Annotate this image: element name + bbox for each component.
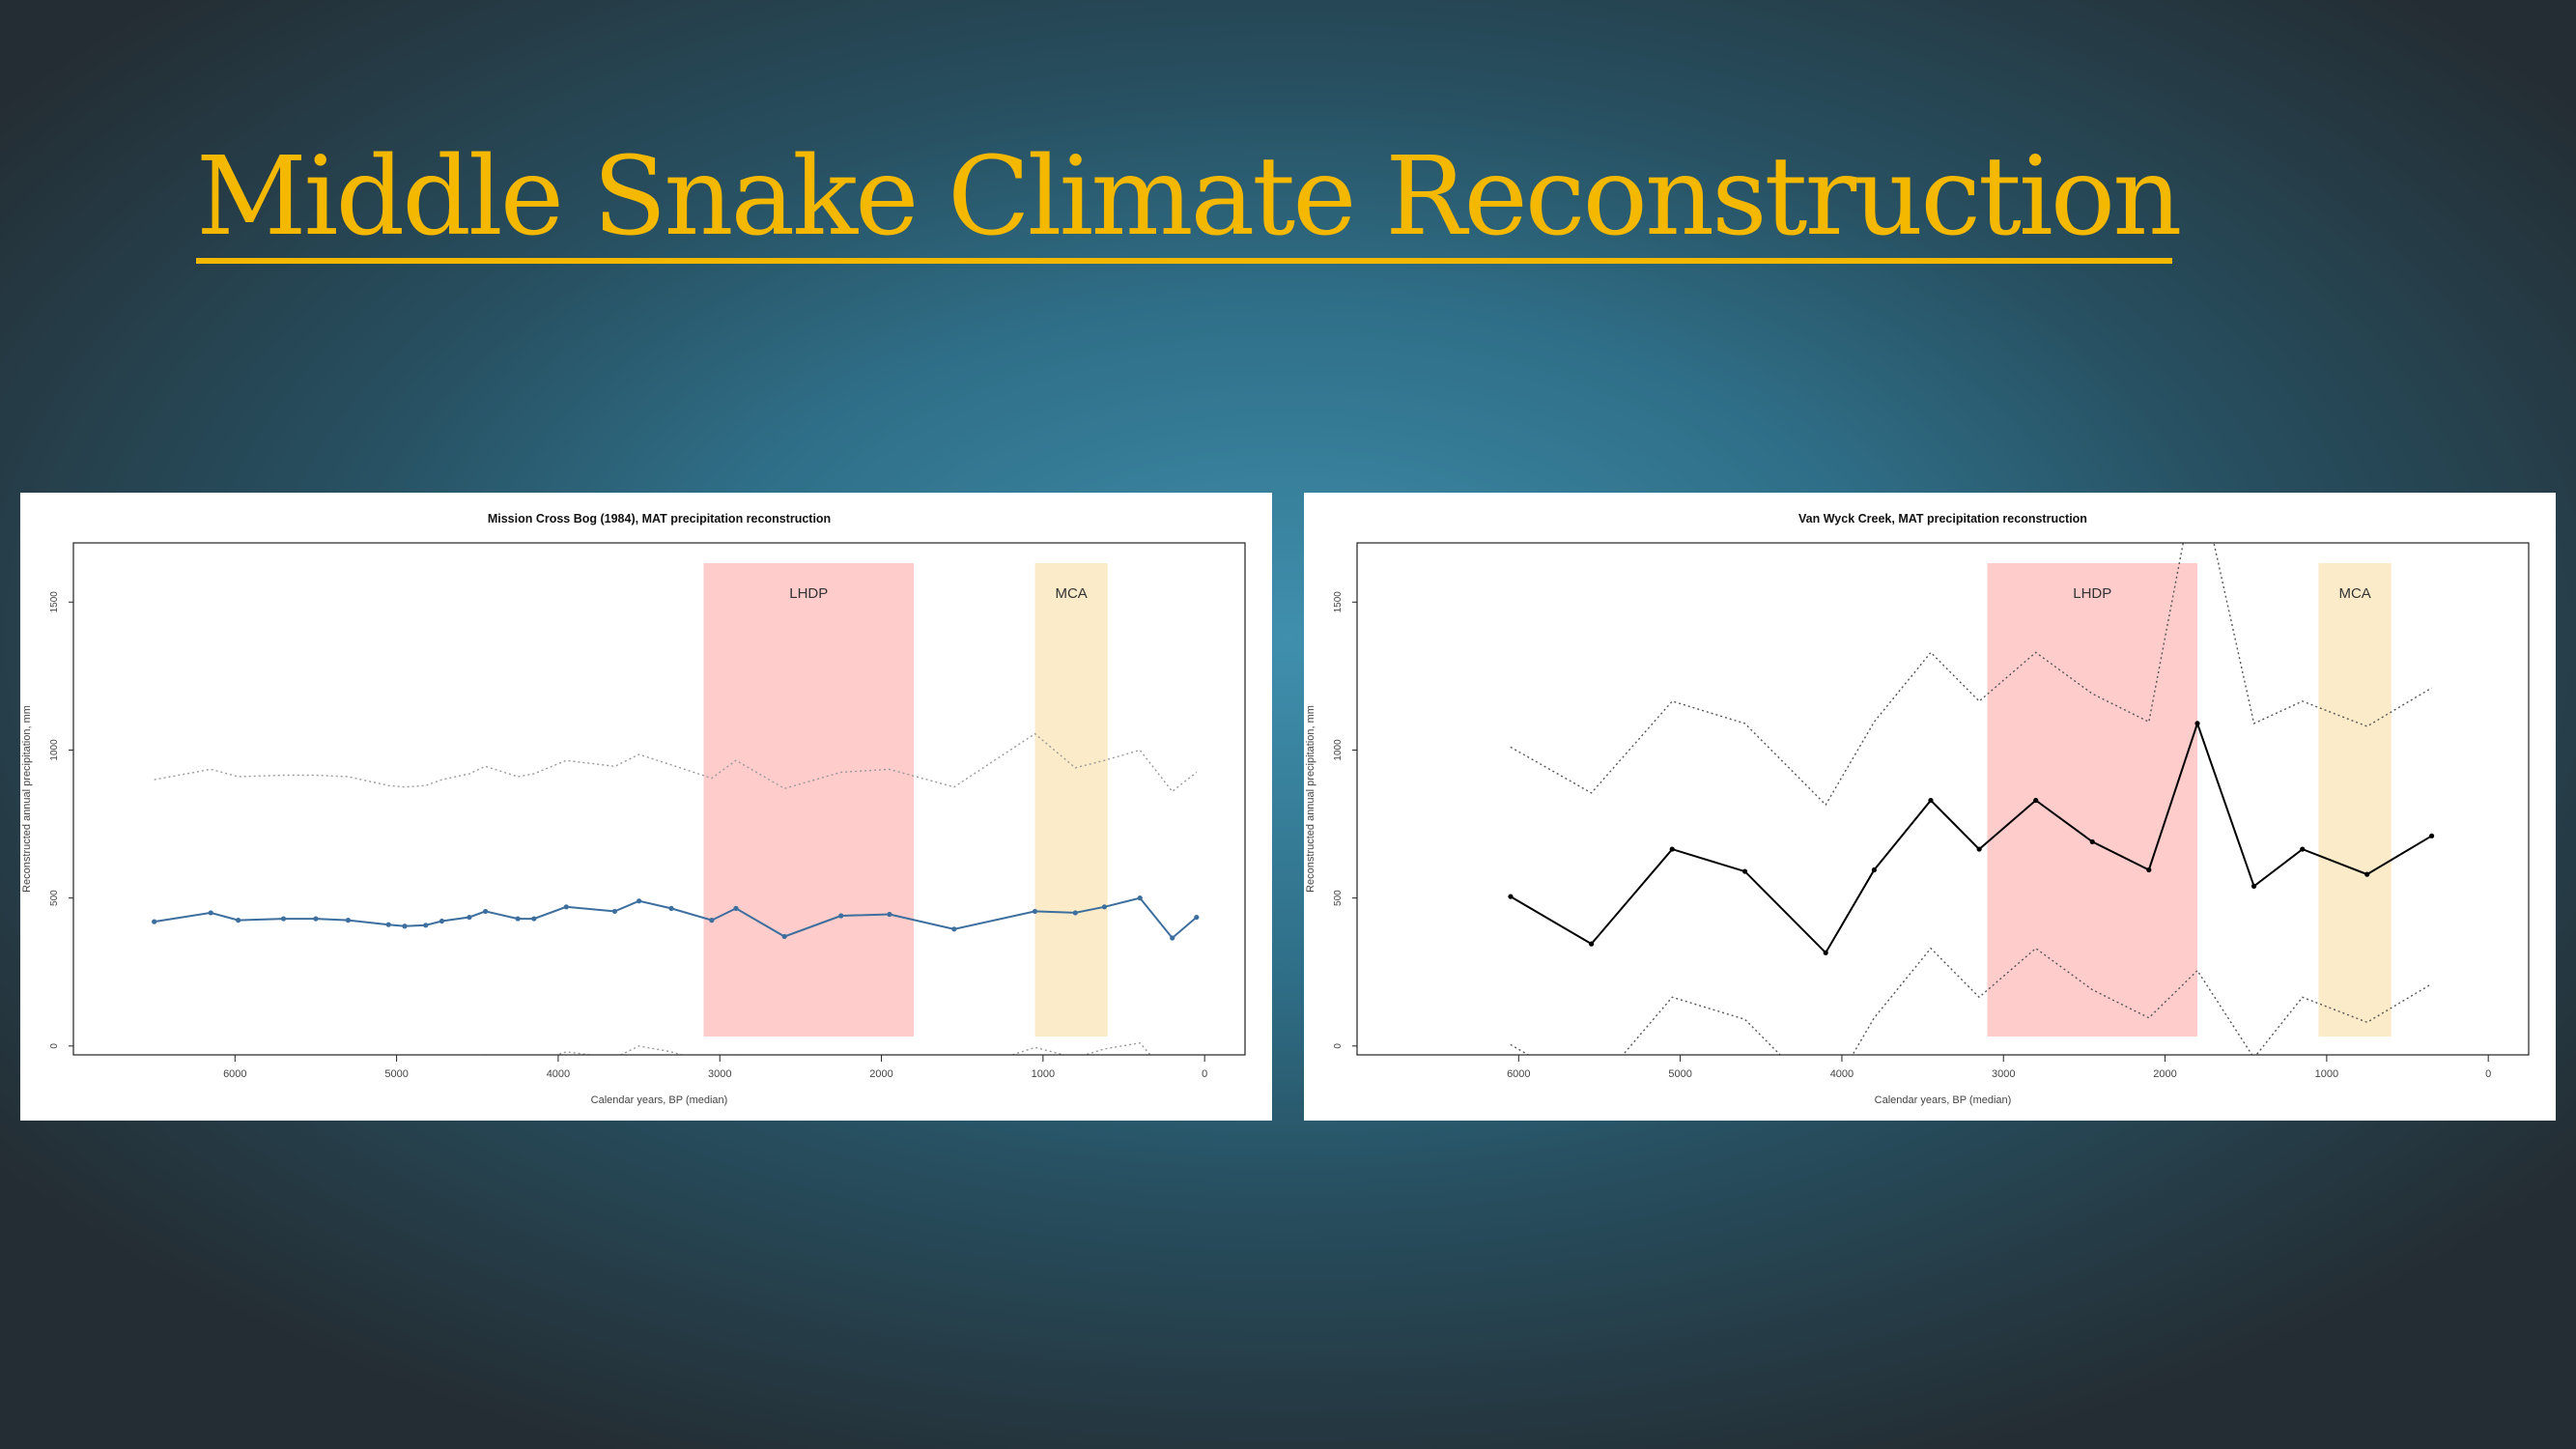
x-tick-label: 5000	[384, 1068, 408, 1080]
series-line-lower-bound	[1510, 947, 2432, 1055]
data-point	[2429, 833, 2435, 838]
data-point	[563, 904, 569, 910]
x-tick-label: 3000	[708, 1068, 731, 1080]
data-point	[887, 911, 892, 918]
data-point	[2300, 846, 2306, 852]
data-point	[1101, 904, 1108, 910]
data-point	[2194, 721, 2200, 726]
data-point	[1137, 895, 1143, 901]
plot-frame	[72, 542, 1246, 1056]
data-point	[636, 898, 642, 904]
data-point	[1976, 846, 1982, 852]
chart-van-wyck-creek: LHDP MCA 6000 5000 4000 3000 2000 1000 0 0 500 1000…	[1305, 512, 2530, 1106]
series-line-estimate	[1510, 720, 2433, 954]
y-tick-label: 1000	[49, 739, 60, 761]
data-point	[423, 923, 429, 928]
x-tick-label: 6000	[223, 1068, 246, 1080]
y-tick-label: 500	[1333, 890, 1344, 906]
shaded-period-lhdp	[703, 563, 915, 1037]
x-tick-label: 0	[1202, 1068, 1207, 1080]
data-point	[709, 918, 715, 923]
x-tick-label: 4000	[1830, 1068, 1854, 1080]
data-point	[838, 913, 844, 919]
data-point	[2250, 883, 2257, 889]
data-point	[385, 922, 391, 927]
data-point	[781, 933, 787, 940]
chart-panel-van-wyck-creek: LHDP MCA 6000 5000 4000 3000 2000 1000 0 0 500 1000…	[1304, 493, 2556, 1121]
chart-panel-mission-cross-bog: LHDP MCA 6000 5000 4000 3000 2000 1000 0 0 500 1000…	[20, 493, 1272, 1121]
series-line-estimate	[154, 896, 1198, 940]
data-point	[1170, 935, 1175, 941]
y-axis-label: Reconstructed annual precipitation, mm	[1305, 705, 1316, 893]
y-tick-label: 1500	[49, 591, 60, 613]
x-tick-label: 3000	[1992, 1068, 2015, 1080]
y-axis-label: Reconstructed annual precipitation, mm	[21, 705, 33, 893]
y-tick-label: 0	[49, 1043, 60, 1049]
data-point	[402, 923, 408, 929]
data-point	[1871, 867, 1877, 873]
plot-frame	[1356, 542, 2530, 1056]
x-axis-label: Calendar years, BP (median)	[591, 1094, 728, 1106]
data-point	[208, 910, 213, 916]
data-point	[1928, 797, 1934, 804]
data-point	[668, 905, 674, 911]
data-point	[467, 914, 472, 921]
data-point	[515, 916, 521, 922]
slide-title: Middle Snake Climate Reconstruction	[196, 134, 2182, 260]
y-tick-label: 0	[1333, 1043, 1344, 1049]
x-tick-label: 2000	[869, 1068, 892, 1080]
x-axis-label: Calendar years, BP (median)	[1875, 1094, 2012, 1106]
x-tick-label: 5000	[1668, 1068, 1691, 1080]
title-underline	[196, 258, 2172, 264]
data-point	[611, 908, 618, 915]
shaded-period-mca	[2318, 563, 2392, 1037]
series-line-lower-bound	[482, 1041, 1151, 1055]
data-point	[280, 916, 287, 922]
x-tick-label: 1000	[2315, 1068, 2338, 1080]
data-point	[951, 926, 957, 932]
shaded-period-mca	[1034, 563, 1108, 1037]
data-point	[152, 919, 157, 924]
shaded-period-lhdp	[1987, 563, 2198, 1037]
chart-mission-cross-bog: LHDP MCA 6000 5000 4000 3000 2000 1000 0 0 500 1000…	[21, 512, 1246, 1106]
x-tick-label: 1000	[1032, 1068, 1055, 1080]
data-point	[2146, 867, 2152, 873]
data-point	[439, 918, 445, 924]
chart-title: Mission Cross Bog (1984), MAT precipitat…	[488, 512, 831, 526]
data-point	[1508, 894, 1514, 899]
data-point	[733, 905, 739, 911]
data-point	[345, 918, 352, 923]
x-tick-label: 4000	[547, 1068, 570, 1080]
data-point	[483, 908, 489, 915]
data-point	[1032, 908, 1038, 915]
series-group	[1508, 543, 2435, 1055]
data-point	[531, 916, 537, 922]
data-point	[2364, 871, 2370, 877]
data-point	[2089, 838, 2095, 845]
series-line-upper-bound	[1510, 543, 2432, 807]
data-point	[1194, 914, 1200, 921]
chart-title: Van Wyck Creek, MAT precipitation recons…	[1798, 512, 2087, 526]
y-tick-label: 1500	[1333, 591, 1344, 613]
data-point	[313, 916, 319, 922]
data-point	[1589, 941, 1595, 947]
data-point	[1072, 910, 1078, 916]
x-tick-label: 0	[2485, 1068, 2491, 1080]
data-point	[2033, 797, 2039, 804]
x-tick-label: 2000	[2153, 1068, 2176, 1080]
data-point	[1741, 868, 1748, 874]
data-point	[1669, 846, 1675, 852]
data-point	[1823, 950, 1828, 955]
y-tick-label: 500	[49, 890, 60, 906]
shaded-period-label-mca: MCA	[2338, 585, 2370, 602]
data-point	[236, 918, 241, 923]
shaded-period-label-lhdp: LHDP	[2073, 585, 2111, 602]
x-tick-label: 6000	[1507, 1068, 1530, 1080]
shaded-period-label-mca: MCA	[1055, 585, 1087, 602]
y-tick-label: 1000	[1333, 739, 1344, 761]
series-group	[152, 732, 1200, 1055]
shaded-period-label-lhdp: LHDP	[789, 585, 828, 602]
